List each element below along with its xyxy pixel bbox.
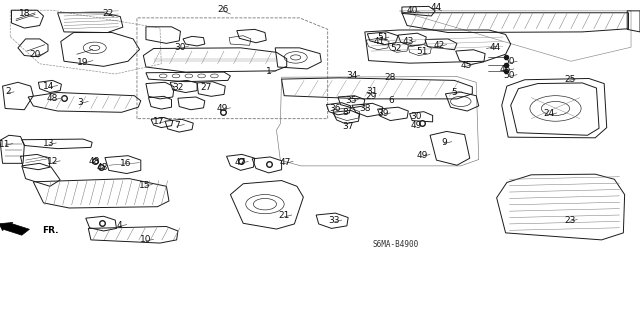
Text: 24: 24 (543, 109, 555, 118)
Text: 45: 45 (460, 61, 472, 70)
Text: 36: 36 (330, 104, 341, 113)
Text: 16: 16 (120, 160, 131, 168)
Text: 52: 52 (390, 44, 401, 53)
Text: 38: 38 (359, 104, 371, 113)
Text: 10: 10 (140, 235, 152, 244)
Text: 25: 25 (564, 75, 575, 84)
Text: 12: 12 (47, 157, 58, 166)
Text: FR.: FR. (42, 226, 59, 235)
Text: 32: 32 (172, 83, 184, 92)
Text: 4: 4 (116, 221, 122, 230)
Text: 28: 28 (385, 73, 396, 82)
Text: 48: 48 (89, 157, 100, 166)
Text: 41: 41 (373, 37, 385, 46)
Text: 48: 48 (97, 163, 108, 172)
Text: 50: 50 (503, 71, 515, 80)
Text: 47: 47 (235, 158, 246, 167)
Text: 20: 20 (29, 50, 41, 59)
FancyArrow shape (0, 222, 29, 235)
Text: 40: 40 (407, 6, 419, 15)
Text: 1: 1 (266, 67, 271, 76)
Text: 11: 11 (0, 140, 11, 149)
Text: 48: 48 (47, 94, 58, 103)
Text: 2: 2 (5, 87, 10, 96)
Text: 3: 3 (78, 98, 83, 107)
Text: 37: 37 (342, 122, 354, 131)
Text: 29: 29 (365, 92, 377, 101)
Text: 49: 49 (410, 121, 422, 130)
Text: 27: 27 (200, 83, 212, 92)
Text: 43: 43 (403, 37, 414, 46)
Text: 26: 26 (217, 5, 228, 14)
Text: 49: 49 (417, 151, 428, 160)
Text: 9: 9 (442, 138, 447, 147)
Text: 5: 5 (452, 88, 457, 97)
Text: 7: 7 (174, 121, 179, 130)
Text: 8: 8 (343, 108, 348, 117)
Text: 42: 42 (433, 41, 445, 50)
Text: S6MA-B4900: S6MA-B4900 (372, 241, 419, 249)
Text: 46: 46 (500, 65, 511, 74)
Text: 51: 51 (377, 33, 388, 42)
Text: 30: 30 (410, 112, 422, 121)
Text: 50: 50 (503, 57, 515, 66)
Text: 23: 23 (564, 216, 575, 225)
Text: 34: 34 (346, 71, 358, 80)
Text: 44: 44 (431, 3, 442, 11)
Text: 33: 33 (328, 216, 340, 225)
Text: 15: 15 (139, 181, 150, 189)
Text: 13: 13 (43, 139, 54, 148)
Text: 22: 22 (102, 9, 113, 18)
Text: 31: 31 (367, 87, 378, 96)
Text: 21: 21 (278, 211, 290, 220)
Text: 35: 35 (345, 96, 356, 105)
Text: 49: 49 (217, 104, 228, 113)
Text: 14: 14 (43, 82, 54, 91)
Text: 6: 6 (389, 96, 394, 105)
Text: 44: 44 (490, 43, 501, 52)
Text: 47: 47 (280, 158, 291, 167)
Text: 17: 17 (153, 117, 164, 126)
Text: 51: 51 (417, 47, 428, 56)
Text: 19: 19 (77, 58, 89, 67)
Text: 18: 18 (19, 9, 30, 18)
Text: 30: 30 (175, 43, 186, 52)
Text: 39: 39 (377, 109, 388, 118)
